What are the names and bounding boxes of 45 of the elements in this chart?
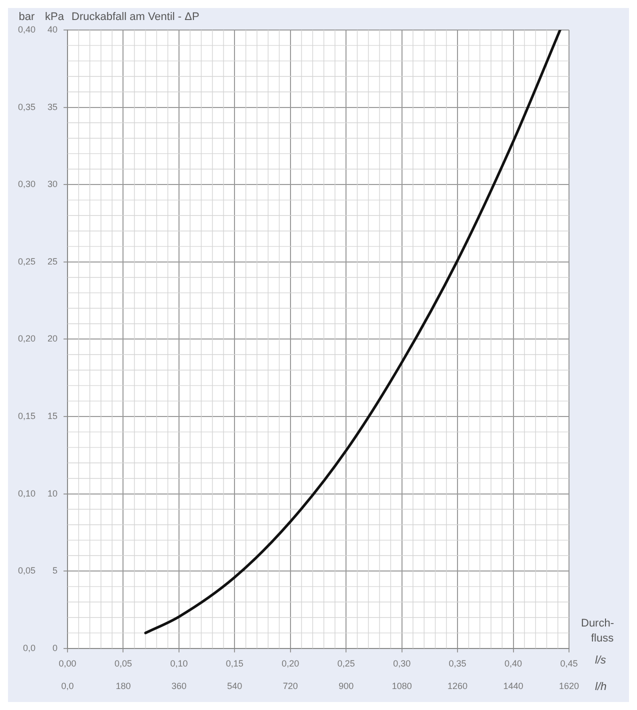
x-tick-label: 0,25: [337, 658, 355, 668]
x2-tick-label: 720: [282, 681, 298, 692]
y2-tick-label: 0,20: [18, 334, 36, 344]
x-tick-label: 0,40: [504, 658, 522, 668]
text: Durch- fluss: [581, 617, 614, 644]
x-tick-label: 0,20: [282, 658, 300, 668]
line-series: [144, 30, 562, 634]
y-tick-label: 40: [48, 24, 58, 34]
x-axis-title: l/s: [595, 654, 606, 666]
y2-tick-label: 0,05: [18, 566, 36, 576]
y-tick-label: 25: [48, 256, 58, 266]
x-tick-label: 0,10: [170, 658, 188, 668]
y-tick-label: 10: [48, 488, 58, 498]
x2-tick-label: 900: [338, 681, 354, 692]
x2-tick-label: 1440: [503, 681, 524, 692]
y2-tick-label: 0,40: [18, 24, 36, 34]
x2-tick-label: 1620: [558, 681, 580, 692]
x-tick-label: 0,05: [114, 658, 132, 668]
y2-tick-label: 0,10: [18, 488, 36, 498]
x-tick-label: 0,35: [448, 658, 466, 668]
x-tick-label: 0,30: [393, 658, 411, 668]
y2-axis-title: bar: [18, 11, 36, 23]
x2-axis-title: l/h: [595, 681, 607, 694]
y-tick-label: 5: [52, 566, 58, 576]
x2-tick-label: 0,0: [61, 681, 74, 692]
y2-tick-label: 0,0: [23, 642, 36, 653]
x2-tick-label: 1080: [392, 681, 412, 692]
x2-tick-label: 540: [227, 681, 242, 692]
y2-tick-label: 0,25: [18, 256, 36, 266]
y2-tick-label: 0,30: [18, 179, 36, 190]
y2-tick-label: 0,15: [18, 410, 36, 421]
x2-tick-label: 360: [171, 681, 186, 692]
x2-tick-label: 1260: [448, 681, 468, 692]
y-tick-label: 35: [48, 102, 58, 112]
y-tick-label: 0: [52, 642, 58, 653]
x-tick-label: 0,00: [58, 658, 76, 668]
x-tick-label: 0,15: [226, 658, 244, 668]
x-tick-label: 0,45: [560, 658, 578, 668]
y2-tick-label: 0,35: [18, 102, 36, 112]
y-tick-label: 20: [48, 334, 58, 344]
y-tick-label: 15: [48, 410, 58, 421]
chart-title: Druckabfall am Ventil - ΔP: [72, 11, 200, 23]
y-axis-title: kPa: [45, 11, 65, 23]
x2-tick-label: 180: [116, 681, 131, 692]
y-tick-label: 30: [48, 179, 58, 190]
